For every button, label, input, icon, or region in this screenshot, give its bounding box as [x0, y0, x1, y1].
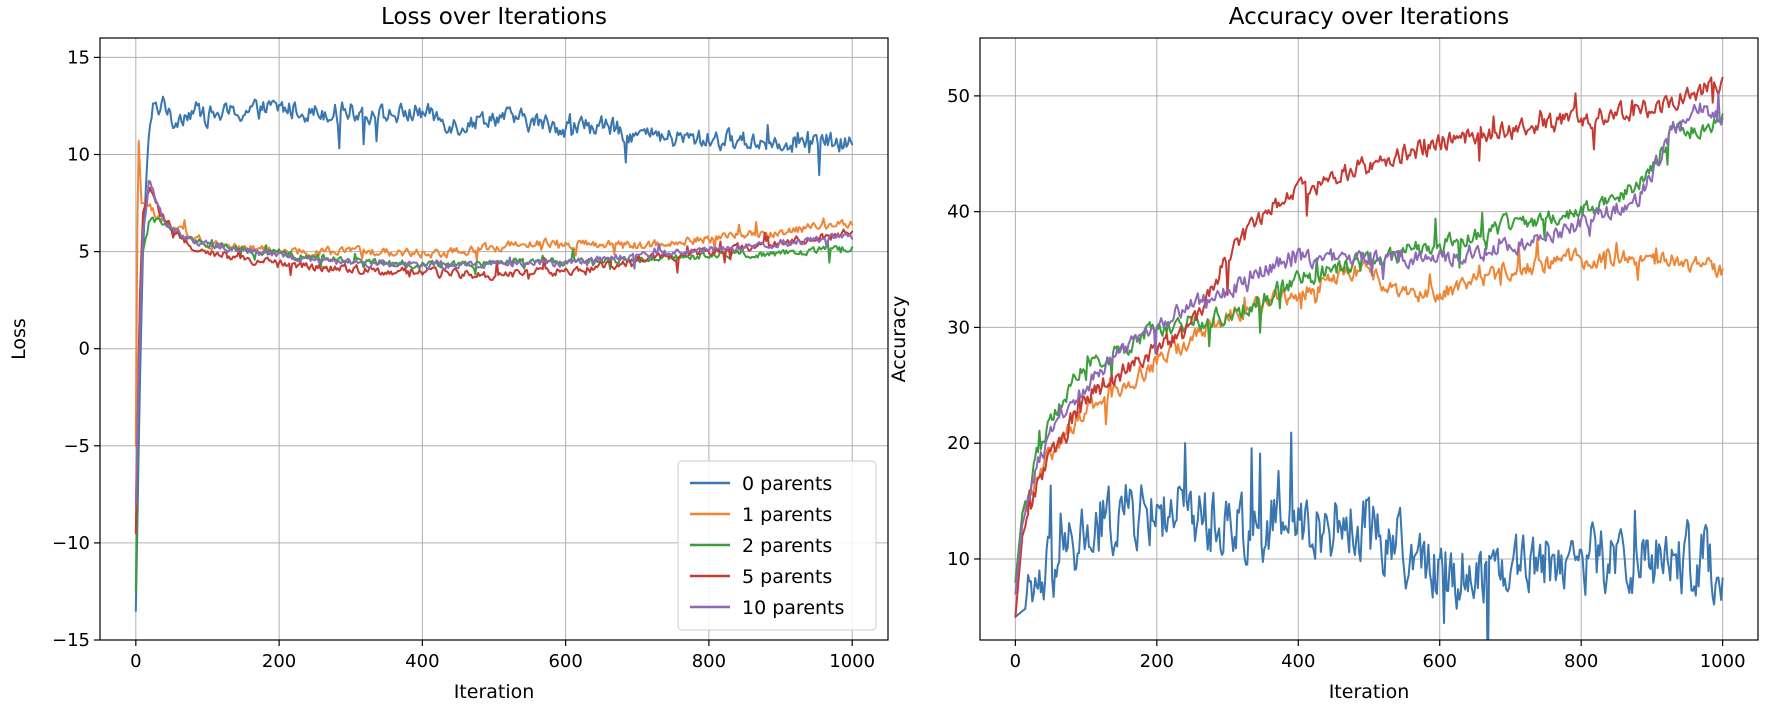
y-tick-label: 20 — [947, 433, 970, 454]
legend-entry-label: 5 parents — [742, 566, 832, 588]
series-line-10-parents — [134, 180, 854, 506]
y-tick-label: 30 — [947, 317, 970, 338]
x-tick-label: 800 — [1564, 651, 1598, 672]
plot-frame — [99, 37, 889, 641]
plot-frame — [979, 37, 1759, 641]
y-tick-label: 0 — [79, 339, 90, 360]
series-line-5-parents — [1014, 76, 1724, 618]
legend-entry-label: 10 parents — [742, 597, 844, 619]
x-axis-label: Iteration — [1329, 681, 1410, 703]
x-tick-label: 200 — [262, 651, 296, 672]
series-group — [1014, 76, 1724, 640]
y-tick-label: 50 — [947, 86, 970, 107]
y-tick-label: −10 — [52, 533, 90, 554]
series-line-10-parents — [1014, 92, 1724, 595]
series-line-0-parents — [1014, 431, 1724, 640]
x-tick-label: 1000 — [1700, 651, 1746, 672]
y-tick-label: 10 — [947, 549, 970, 570]
legend-box — [677, 460, 877, 631]
series-line-1-parents — [1014, 237, 1724, 584]
series-line-2-parents — [134, 216, 854, 593]
accuracy-chart: Accuracy over Iterations 0 200 400 600 800 10… — [888, 4, 1759, 703]
x-tick-label: 600 — [548, 651, 582, 672]
legend-entry-label: 2 parents — [742, 535, 832, 557]
legend-entry-label: 1 parents — [742, 504, 832, 526]
y-tick-label: −5 — [63, 436, 90, 457]
y-axis-label: Accuracy — [888, 296, 910, 383]
x-tick-label: 200 — [1140, 651, 1174, 672]
x-tick-label: 1000 — [829, 651, 875, 672]
x-tick-label: 0 — [130, 651, 141, 672]
x-tick-label: 400 — [405, 651, 439, 672]
ticks: 0 200 400 600 800 1000 15 10 5 0 −5 −10 −15 — [52, 47, 875, 672]
chart-title: Accuracy over Iterations — [1229, 4, 1509, 30]
x-axis-label: Iteration — [454, 681, 535, 703]
series-group — [134, 95, 854, 612]
chart-title: Loss over Iterations — [381, 4, 607, 30]
y-tick-label: 5 — [79, 242, 90, 263]
x-tick-label: 0 — [1010, 651, 1021, 672]
series-line-5-parents — [134, 187, 854, 535]
legend: 0 parents 1 parents 2 parents 5 parents 10 p… — [677, 460, 877, 631]
legend-entry-label: 0 parents — [742, 473, 832, 495]
y-axis-label: Loss — [8, 318, 30, 360]
x-tick-label: 400 — [1281, 651, 1315, 672]
series-line-0-parents — [134, 95, 854, 612]
x-tick-label: 600 — [1423, 651, 1457, 672]
loss-chart: Loss over Iterations 0 200 400 600 800 1000 15… — [8, 4, 889, 703]
y-tick-label: −15 — [52, 630, 90, 651]
y-tick-label: 40 — [947, 202, 970, 223]
y-tick-label: 10 — [67, 145, 90, 166]
series-line-1-parents — [134, 139, 854, 447]
ticks: 0 200 400 600 800 1000 10 20 30 40 50 — [947, 86, 1745, 672]
x-tick-label: 800 — [692, 651, 726, 672]
y-tick-label: 15 — [67, 47, 90, 68]
